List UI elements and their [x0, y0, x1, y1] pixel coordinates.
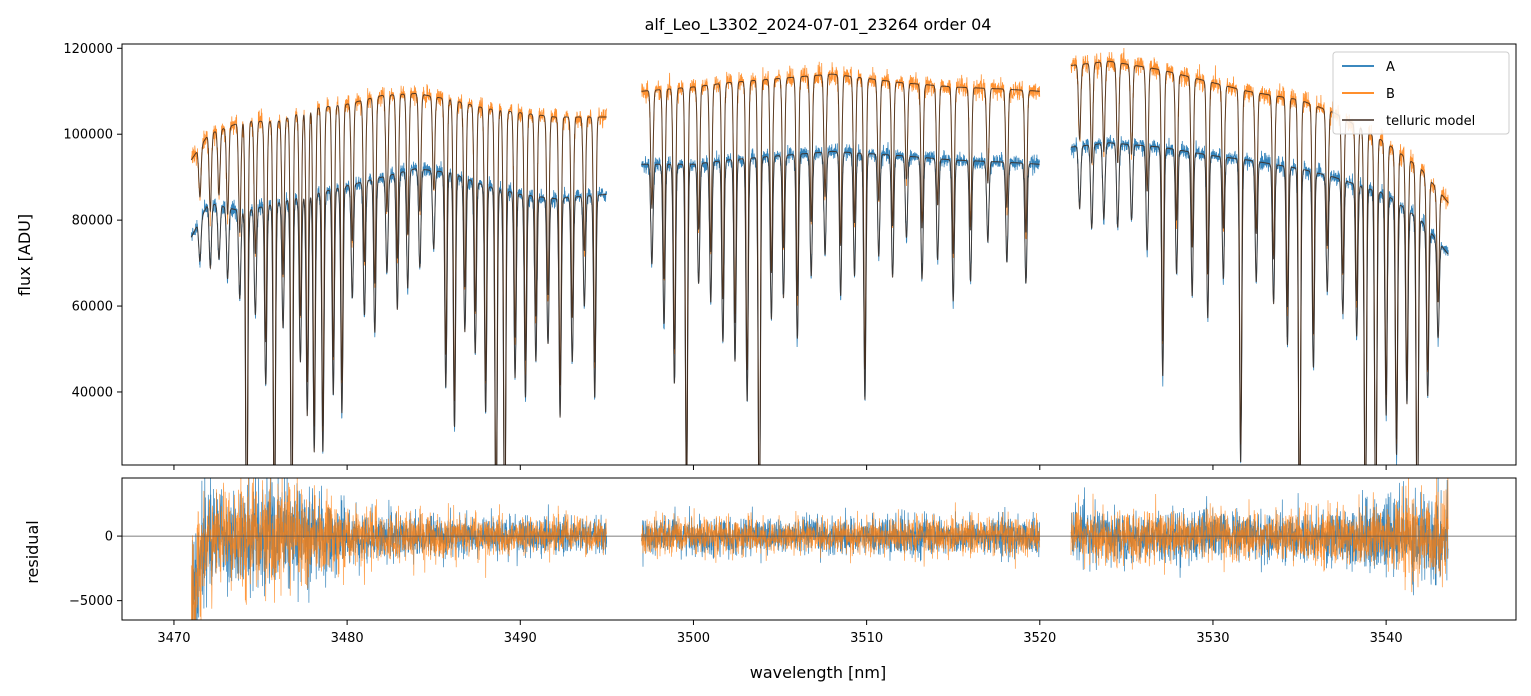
top-axes-frame [121, 43, 1517, 466]
top-series-group [190, 47, 1449, 465]
series-b-line [191, 47, 1449, 465]
bottom-x-tick-label: 3520 [1023, 631, 1056, 646]
legend-label-telluric: telluric model [1386, 114, 1475, 129]
series-a-line [190, 134, 1449, 465]
bottom-y-tick-label: 0 [105, 530, 113, 545]
bottom-y-axis-label: residual [23, 520, 42, 583]
top-x-ticks [173, 465, 1387, 470]
bottom-y-ticks: −5000 0 [69, 530, 122, 609]
x-axis-label: wavelength [nm] [750, 663, 887, 682]
bottom-series-group [122, 478, 1516, 620]
top-y-tick-label: 120000 [63, 42, 113, 57]
bottom-x-ticks: 3470 3480 3490 3500 3510 3520 3530 3540 [157, 620, 1403, 646]
bottom-axes-frame [121, 477, 1517, 621]
bottom-x-tick-label: 3470 [157, 631, 190, 646]
telluric-model-a-line [190, 142, 1449, 465]
bottom-x-tick-label: 3500 [677, 631, 710, 646]
bottom-x-tick-label: 3530 [1196, 631, 1229, 646]
top-y-tick-label: 100000 [63, 128, 113, 143]
top-y-tick-label: 40000 [72, 385, 113, 400]
bottom-y-tick-label: −5000 [69, 594, 113, 609]
top-panel: 40000 60000 80000 100000 120000 flux [ADU] A… [15, 42, 1517, 470]
residual-b-line [190, 478, 1449, 620]
bottom-x-tick-label: 3480 [331, 631, 364, 646]
legend-frame [1332, 51, 1510, 135]
bottom-x-tick-label: 3490 [504, 631, 537, 646]
top-y-ticks: 40000 60000 80000 100000 120000 [63, 42, 122, 400]
top-y-tick-label: 60000 [72, 300, 113, 315]
bottom-x-tick-label: 3510 [850, 631, 883, 646]
telluric-model-b-line [190, 60, 1449, 465]
top-y-tick-label: 80000 [72, 214, 113, 229]
legend-label-a: A [1386, 60, 1395, 75]
legend: A B telluric model [1332, 51, 1510, 135]
legend-label-b: B [1386, 87, 1395, 102]
bottom-x-tick-label: 3540 [1370, 631, 1403, 646]
top-y-axis-label: flux [ADU] [15, 214, 34, 296]
chart-title: alf_Leo_L3302_2024-07-01_23264 order 04 [645, 15, 992, 35]
